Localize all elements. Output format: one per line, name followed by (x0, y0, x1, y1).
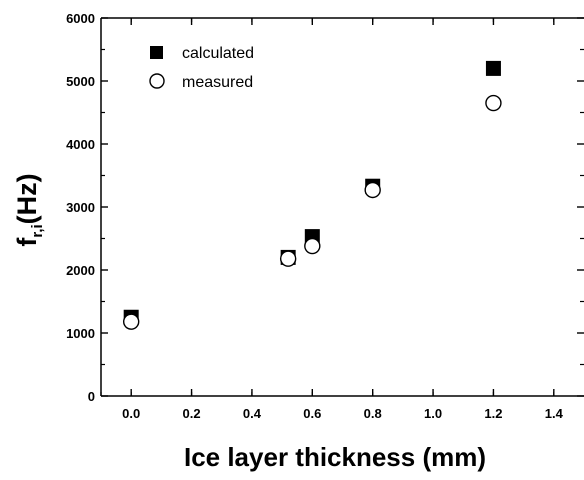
y-axis-title-unit: (Hz) (12, 173, 42, 224)
x-tick-label: 1.4 (545, 406, 564, 421)
data-point-measured (122, 313, 140, 330)
data-point-calculated (485, 60, 501, 76)
y-tick-label: 1000 (66, 326, 95, 341)
plot-frame (100, 17, 584, 397)
data-point-measured (485, 94, 502, 112)
data-point-measured (364, 181, 381, 199)
y-tick-label: 4000 (66, 137, 95, 152)
x-tick-label: 0.2 (183, 406, 201, 421)
y-axis-title-subscript: r,i (29, 224, 46, 237)
y-tick-label: 5000 (66, 74, 95, 89)
tick-labels: 0.0 0.2 0.4 0.6 0.8 1.0 1.2 1.4 0 1000 2000 3000 400… (66, 11, 564, 421)
y-axis-title: fr,i(Hz) (12, 173, 46, 246)
x-tick-label: 0.6 (303, 406, 321, 421)
y-tick-label: 0 (88, 389, 95, 404)
legend-marker-measured (149, 73, 165, 89)
legend-marker-calculated (150, 46, 163, 59)
legend-label-measured: measured (182, 74, 253, 91)
x-tick-label: 1.0 (424, 406, 442, 421)
x-tick-label: 0.4 (243, 406, 262, 421)
legend: calculated measured (149, 45, 254, 91)
x-axis-title: Ice layer thickness (mm) (184, 442, 486, 472)
y-tick-label: 6000 (66, 11, 95, 26)
x-tick-label: 0.8 (364, 406, 382, 421)
data-points (122, 60, 502, 330)
y-tick-label: 2000 (66, 263, 95, 278)
data-point-measured (279, 250, 297, 267)
x-tick-label: 1.2 (484, 406, 502, 421)
data-point-measured (304, 237, 321, 255)
legend-label-calculated: calculated (182, 45, 254, 62)
x-tick-label: 0.0 (122, 406, 140, 421)
y-axis-title-main: f (12, 237, 42, 247)
axis-ticks (100, 17, 584, 397)
y-tick-label: 3000 (66, 200, 95, 215)
